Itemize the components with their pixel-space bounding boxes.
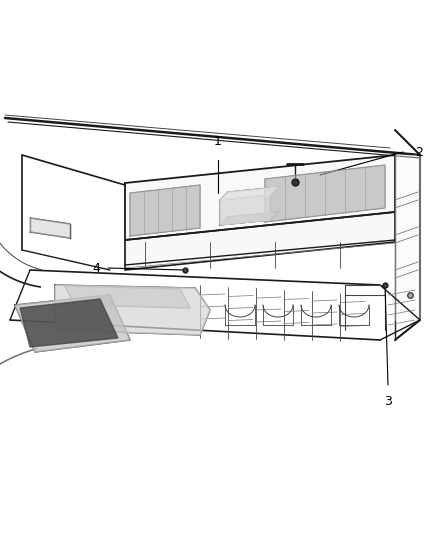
- Polygon shape: [130, 185, 200, 236]
- Polygon shape: [15, 295, 130, 352]
- Text: 1: 1: [214, 135, 222, 148]
- Polygon shape: [220, 195, 270, 225]
- Polygon shape: [20, 299, 118, 347]
- Polygon shape: [395, 155, 420, 320]
- Polygon shape: [30, 218, 70, 238]
- Polygon shape: [265, 165, 385, 222]
- Text: 2: 2: [415, 146, 423, 158]
- Polygon shape: [220, 212, 278, 225]
- Polygon shape: [220, 187, 278, 200]
- Text: 4: 4: [92, 262, 100, 274]
- Polygon shape: [55, 285, 210, 335]
- Text: 3: 3: [384, 395, 392, 408]
- Polygon shape: [125, 155, 395, 240]
- Polygon shape: [65, 286, 190, 308]
- Polygon shape: [125, 212, 395, 270]
